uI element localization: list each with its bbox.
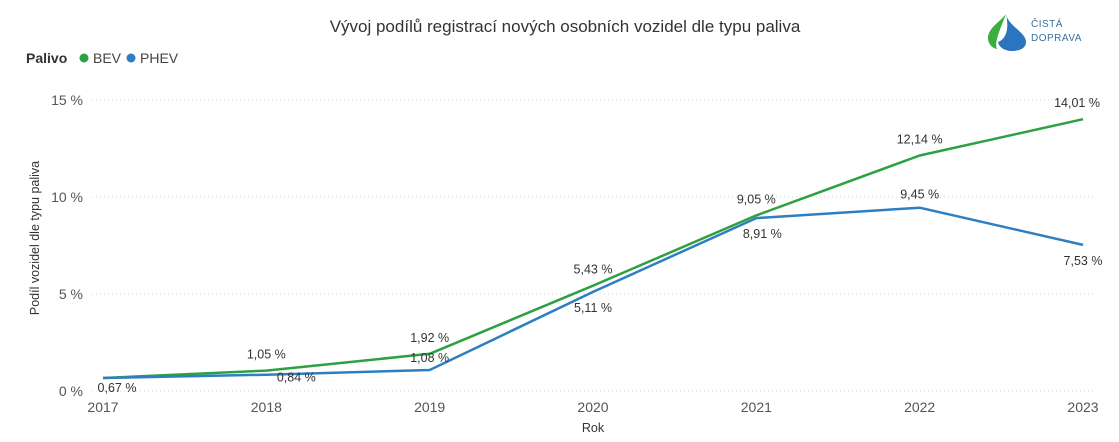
data-label-bev: 9,05 % [737,192,776,206]
y-tick-label: 15 % [51,92,83,108]
logo-text-line1: ČISTÁ [1031,17,1063,30]
y-tick-label: 5 % [59,286,83,302]
y-axis-label: Podíl vozidel dle typu paliva [28,161,42,315]
x-tick-labels: 2017 2018 2019 2020 2021 2022 2023 [87,399,1098,415]
data-label-bev: 1,05 % [247,348,286,362]
logo: ČISTÁ DOPRAVA [988,14,1082,51]
data-label-phev: 9,45 % [900,188,939,202]
gridlines [92,99,1094,392]
x-tick-label: 2017 [87,399,118,415]
series-line-bev [102,117,1084,380]
data-label-bev: 12,14 % [897,132,943,146]
legend-label-phev: PHEV [140,50,179,66]
data-label-bev: 1,92 % [410,331,449,345]
legend-marker-bev [79,53,89,63]
series-line-phev [102,206,1084,380]
data-label-phev: 0,84 % [277,371,316,385]
data-label-phev: 7,53 % [1064,254,1103,268]
x-tick-label: 2019 [414,399,445,415]
legend-title: Palivo [26,50,67,66]
data-label-phev: 8,91 % [743,227,782,241]
data-label-bev: 14,01 % [1054,96,1100,110]
x-tick-label: 2018 [251,399,282,415]
x-tick-label: 2023 [1067,399,1098,415]
data-label-phev: 1,08 % [410,351,449,365]
data-label-phev: 5,11 % [574,301,612,315]
data-labels: 1,05 % 1,92 % 5,43 % 9,05 % 12,14 % 14,01 % 0,… [98,96,1103,395]
x-tick-label: 2020 [577,399,608,415]
data-label-phev: 0,67 % [98,381,137,395]
legend-marker-phev [126,53,136,63]
series-lines [102,117,1084,380]
logo-text-line2: DOPRAVA [1031,33,1082,44]
chart-title: Vývoj podílů registrací nových osobních … [330,17,801,36]
droplet-logo-icon [988,14,1026,51]
y-tick-labels: 0 % 5 % 10 % 15 % [51,92,83,399]
x-tick-label: 2022 [904,399,935,415]
legend: Palivo BEV PHEV [26,50,179,66]
data-label-bev: 5,43 % [574,263,613,277]
x-axis-label: Rok [582,421,605,435]
y-tick-label: 10 % [51,189,83,205]
x-tick-label: 2021 [741,399,772,415]
legend-label-bev: BEV [93,50,122,66]
y-tick-label: 0 % [59,383,83,399]
